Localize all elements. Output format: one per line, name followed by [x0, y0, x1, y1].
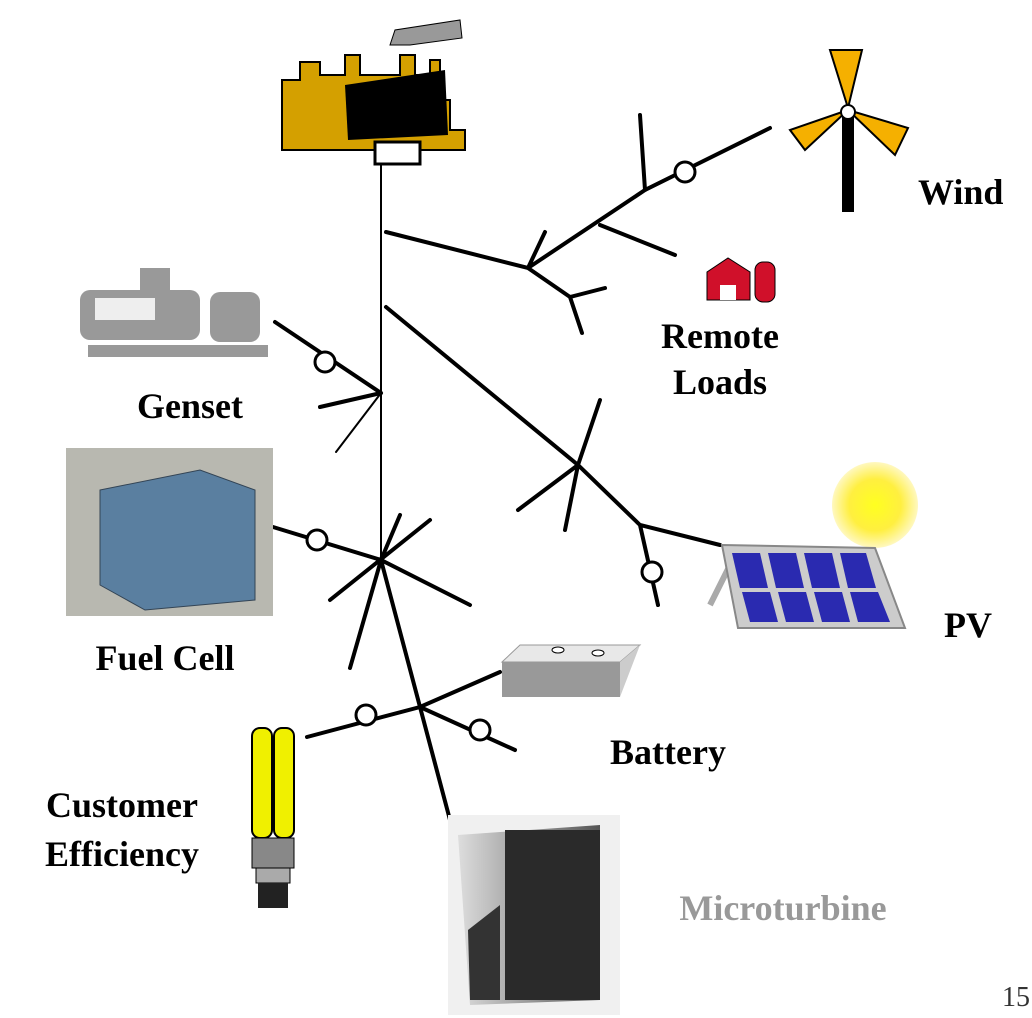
battery-icon	[500, 644, 642, 697]
factory-icon	[281, 19, 466, 166]
label: PV	[944, 605, 992, 645]
page-number: 15	[1002, 982, 1030, 1013]
labels: Wind Remote Loads Genset Fuel Cell PV Ba…	[45, 172, 1030, 1013]
label: Wind	[918, 172, 1003, 212]
barn-icon	[706, 257, 776, 303]
label: Loads	[673, 362, 767, 402]
label: Genset	[137, 386, 243, 426]
fuel-cell-unit	[99, 469, 256, 611]
network-lines	[271, 113, 772, 822]
lamp-icon	[251, 727, 295, 908]
microturbine-image	[448, 815, 620, 1015]
label: Customer	[46, 785, 198, 825]
label: Battery	[610, 732, 726, 772]
label: Remote	[661, 316, 779, 356]
label: Microturbine	[679, 888, 886, 928]
label: Fuel Cell	[96, 638, 235, 678]
sun-icon	[832, 462, 918, 548]
pv-panel-icon	[707, 543, 907, 629]
wind-turbine-icon	[788, 49, 910, 212]
genset-icon	[80, 268, 268, 357]
label: Efficiency	[45, 834, 199, 874]
